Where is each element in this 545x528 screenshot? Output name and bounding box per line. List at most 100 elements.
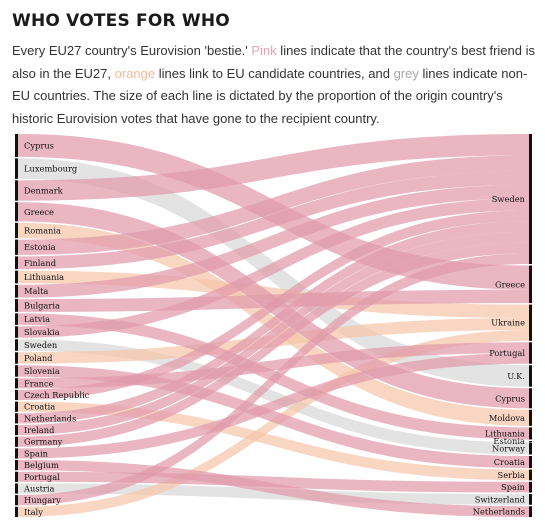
orange-legend-word: orange xyxy=(114,65,156,81)
link-slovenia-to-croatia xyxy=(18,365,529,469)
source-label-lithuania: Lithuania xyxy=(24,272,64,282)
link-czech-republic-to-sweden xyxy=(18,210,529,401)
target-label-lithuania: Lithuania xyxy=(485,428,525,438)
target-node-ukraine xyxy=(529,304,532,341)
link-germany-to-sweden xyxy=(18,242,529,447)
target-label-moldova: Moldova xyxy=(489,413,525,423)
target-node-moldova xyxy=(529,409,532,426)
source-label-ireland: Ireland xyxy=(24,425,55,435)
target-label-sweden: Sweden xyxy=(492,194,526,204)
link-denmark-to-sweden xyxy=(18,134,529,201)
nodes-layer: Cyprus Luxembourg Denmark Greece Romania Esto… xyxy=(15,134,532,517)
source-label-germany: Germany xyxy=(24,437,63,447)
source-label-greece: Greece xyxy=(24,207,54,217)
target-label-switzerland: Switzerland xyxy=(475,494,526,504)
target-node-u-k xyxy=(529,365,532,387)
source-label-denmark: Denmark xyxy=(24,186,64,196)
subtitle-part-3: lines link to EU candidate countries, an… xyxy=(155,65,394,81)
source-label-spain: Spain xyxy=(24,448,49,458)
target-node-lithuania xyxy=(529,427,532,440)
source-node-ireland xyxy=(15,424,18,436)
subtitle-part-4: lines indicate non-EU countries. The siz… xyxy=(12,65,528,126)
target-label-estonia: Estonia xyxy=(493,436,525,446)
subtitle-part-1: Every EU27 country's Eurovision 'bestie.… xyxy=(12,43,252,58)
source-node-hungary xyxy=(15,495,18,506)
target-label-u-k: U.K. xyxy=(507,371,525,381)
page-title: WHO VOTES FOR WHO xyxy=(12,11,230,31)
link-malta-to-sweden xyxy=(18,184,529,298)
source-label-finland: Finland xyxy=(24,258,57,268)
link-italy-to-ukraine xyxy=(18,330,529,517)
link-finland-to-sweden xyxy=(18,171,529,270)
source-label-cyprus: Cyprus xyxy=(24,140,54,150)
source-label-hungary: Hungary xyxy=(24,495,61,505)
source-node-malta xyxy=(15,284,18,298)
source-label-latvia: Latvia xyxy=(24,314,50,324)
source-label-italy: Italy xyxy=(24,507,43,517)
source-label-czech-republic: Czech Republic xyxy=(24,390,90,400)
source-label-croatia: Croatia xyxy=(24,402,55,412)
target-node-greece xyxy=(529,265,532,304)
target-node-spain xyxy=(529,481,532,493)
source-label-malta: Malta xyxy=(24,286,48,296)
link-slovakia-to-sweden xyxy=(18,198,529,338)
source-label-luxembourg: Luxembourg xyxy=(24,164,78,174)
source-label-portugal: Portugal xyxy=(24,472,60,482)
source-node-spain xyxy=(15,448,18,459)
source-node-estonia xyxy=(15,239,18,255)
target-label-spain: Spain xyxy=(501,482,526,492)
source-label-slovakia: Slovakia xyxy=(24,327,60,337)
link-sweden-to-norway xyxy=(18,339,529,455)
source-node-belgium xyxy=(15,460,18,471)
source-node-sweden xyxy=(15,339,18,351)
target-label-portugal: Portugal xyxy=(489,348,525,358)
source-node-luxembourg xyxy=(15,158,18,179)
target-label-norway: Norway xyxy=(492,443,525,453)
source-node-slovenia xyxy=(15,365,18,377)
source-label-estonia: Estonia xyxy=(24,242,56,252)
link-estonia-to-sweden xyxy=(18,155,529,255)
link-ireland-to-sweden xyxy=(18,231,529,436)
target-label-greece: Greece xyxy=(495,279,525,289)
source-node-lithuania xyxy=(15,270,18,284)
target-node-cyprus xyxy=(529,388,532,409)
source-node-germany xyxy=(15,436,18,447)
source-node-france xyxy=(15,378,18,389)
source-label-romania: Romania xyxy=(24,225,61,235)
source-label-belgium: Belgium xyxy=(24,460,59,470)
sankey-chart: Cyprus Luxembourg Denmark Greece Romania Esto… xyxy=(15,134,532,517)
link-croatia-to-serbia xyxy=(18,401,529,481)
source-node-czech-republic xyxy=(15,389,18,401)
source-label-austria: Austria xyxy=(23,484,55,494)
target-node-serbia xyxy=(529,469,532,481)
source-label-slovenia: Slovenia xyxy=(24,366,60,376)
source-label-netherlands: Netherlands xyxy=(24,413,76,423)
source-node-italy xyxy=(15,506,18,517)
source-node-latvia xyxy=(15,313,18,325)
source-label-sweden: Sweden xyxy=(24,340,58,350)
source-node-finland xyxy=(15,256,18,270)
source-node-slovakia xyxy=(15,326,18,338)
pink-legend-word: Pink xyxy=(251,43,277,58)
links-layer xyxy=(18,134,529,517)
link-spain-to-portugal xyxy=(18,353,529,459)
target-node-norway xyxy=(529,442,532,455)
source-node-croatia xyxy=(15,401,18,412)
source-node-denmark xyxy=(15,180,18,201)
source-node-bulgaria xyxy=(15,299,18,312)
source-node-netherlands xyxy=(15,413,18,424)
target-label-croatia: Croatia xyxy=(494,457,525,467)
target-node-netherlands xyxy=(529,506,532,517)
source-node-poland xyxy=(15,352,18,364)
target-node-sweden xyxy=(529,134,532,265)
target-label-serbia: Serbia xyxy=(498,470,526,480)
source-label-france: France xyxy=(24,378,54,388)
source-node-portugal xyxy=(15,471,18,482)
target-node-croatia xyxy=(529,456,532,469)
source-node-romania xyxy=(15,222,18,239)
source-node-cyprus xyxy=(15,134,18,157)
source-label-poland: Poland xyxy=(24,353,53,363)
target-node-estonia xyxy=(529,440,532,442)
link-netherlands-to-sweden xyxy=(18,221,529,424)
grey-legend-word: grey xyxy=(393,65,419,81)
